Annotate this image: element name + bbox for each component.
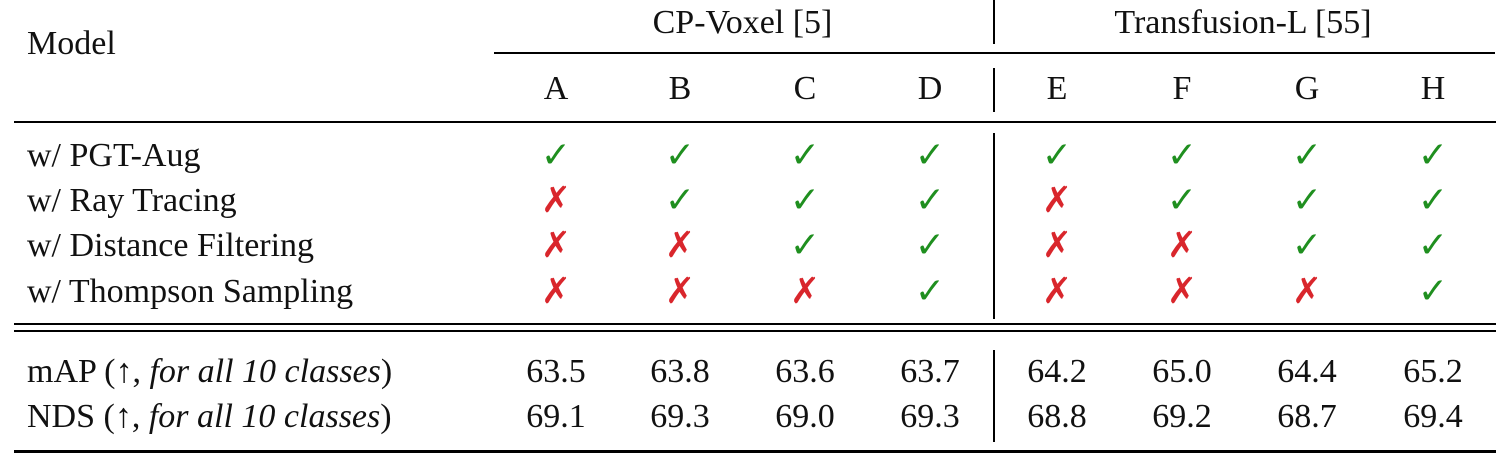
check-mark-icon: ✓ (664, 180, 696, 221)
check-mark-icon: ✓ (1291, 225, 1323, 266)
check-mark-icon: ✓ (1417, 135, 1449, 176)
metric-value: 65.0 (1152, 353, 1212, 390)
metric-name: mAP (27, 353, 96, 390)
check-mark-icon: ✓ (914, 180, 946, 221)
double-rule-bottom (14, 330, 1496, 332)
check-mark-icon: ✓ (1291, 180, 1323, 221)
check-mark-icon: ✓ (789, 135, 821, 176)
column-header-g: G (1294, 70, 1320, 107)
group-rule (494, 52, 1495, 54)
metric-value: 63.7 (900, 353, 960, 390)
check-mark-icon: ✓ (540, 135, 572, 176)
check-mark-icon: ✓ (1291, 135, 1323, 176)
model-header: Model (27, 25, 116, 62)
metric-value: 64.2 (1027, 353, 1087, 390)
column-header-f: F (1172, 70, 1192, 107)
check-mark-icon: ✓ (914, 271, 946, 312)
check-mark-icon: ✓ (1417, 225, 1449, 266)
check-mark-icon: ✓ (1417, 271, 1449, 312)
metric-value: 69.1 (526, 398, 586, 435)
metric-value: 69.2 (1152, 398, 1212, 435)
feature-row-label: w/ PGT-Aug (27, 137, 201, 174)
cross-mark-icon: ✗ (664, 225, 696, 266)
group-separator-columns (993, 68, 995, 112)
check-mark-icon: ✓ (1166, 135, 1198, 176)
group-header-cp-voxel: CP-Voxel [5] (652, 4, 833, 41)
cross-mark-icon: ✗ (789, 271, 821, 312)
check-mark-icon: ✓ (789, 225, 821, 266)
metric-close-paren: ) (380, 353, 393, 390)
cross-mark-icon: ✗ (1166, 225, 1198, 266)
metric-qualifier: (↑, (104, 353, 150, 390)
cross-mark-icon: ✗ (1166, 271, 1198, 312)
metric-value: 68.7 (1277, 398, 1337, 435)
feature-row-label: w/ Ray Tracing (27, 182, 237, 219)
group-header-transfusion: Transfusion-L [55] (1114, 4, 1372, 41)
metric-scope: for all 10 classes (149, 353, 381, 390)
metric-value: 65.2 (1403, 353, 1463, 390)
column-header-a: A (543, 70, 569, 107)
check-mark-icon: ✓ (1166, 180, 1198, 221)
feature-row-label: w/ Thompson Sampling (27, 273, 354, 310)
metric-close-paren: ) (380, 398, 392, 435)
metric-row-label: NDS (↑, for all 10 classes) (27, 397, 392, 437)
metric-value: 69.4 (1403, 398, 1463, 435)
metric-row-label: mAP (↑, for all 10 classes) (27, 352, 392, 392)
metric-scope: for all 10 classes (148, 398, 381, 435)
metric-value: 69.3 (900, 398, 960, 435)
check-mark-icon: ✓ (914, 135, 946, 176)
metric-value: 63.5 (526, 353, 586, 390)
metric-value: 64.4 (1277, 353, 1337, 390)
metric-value: 69.0 (775, 398, 835, 435)
feature-row-label: w/ Distance Filtering (27, 227, 315, 264)
metric-value: 63.6 (775, 353, 835, 390)
cross-mark-icon: ✗ (1291, 271, 1323, 312)
cross-mark-icon: ✗ (540, 225, 572, 266)
column-header-d: D (917, 70, 943, 107)
column-header-c: C (793, 70, 817, 107)
check-mark-icon: ✓ (1041, 135, 1073, 176)
group-separator-features (993, 133, 995, 319)
cross-mark-icon: ✗ (540, 271, 572, 312)
double-rule-top (14, 323, 1496, 325)
cross-mark-icon: ✗ (1041, 180, 1073, 221)
metric-name: NDS (27, 398, 96, 435)
metric-value: 68.8 (1027, 398, 1087, 435)
cross-mark-icon: ✗ (540, 180, 572, 221)
table-bottom-rule (14, 450, 1496, 453)
cross-mark-icon: ✗ (1041, 225, 1073, 266)
check-mark-icon: ✓ (789, 180, 821, 221)
metric-qualifier: (↑, (103, 398, 149, 435)
column-header-b: B (668, 70, 692, 107)
metric-value: 69.3 (650, 398, 710, 435)
check-mark-icon: ✓ (914, 225, 946, 266)
column-header-h: H (1420, 70, 1446, 107)
column-header-e: E (1046, 70, 1068, 107)
group-separator-metrics (993, 350, 995, 442)
header-bottom-rule (14, 121, 1496, 123)
check-mark-icon: ✓ (664, 135, 696, 176)
cross-mark-icon: ✗ (1041, 271, 1073, 312)
check-mark-icon: ✓ (1417, 180, 1449, 221)
cross-mark-icon: ✗ (664, 271, 696, 312)
group-separator-header (993, 0, 995, 44)
metric-value: 63.8 (650, 353, 710, 390)
